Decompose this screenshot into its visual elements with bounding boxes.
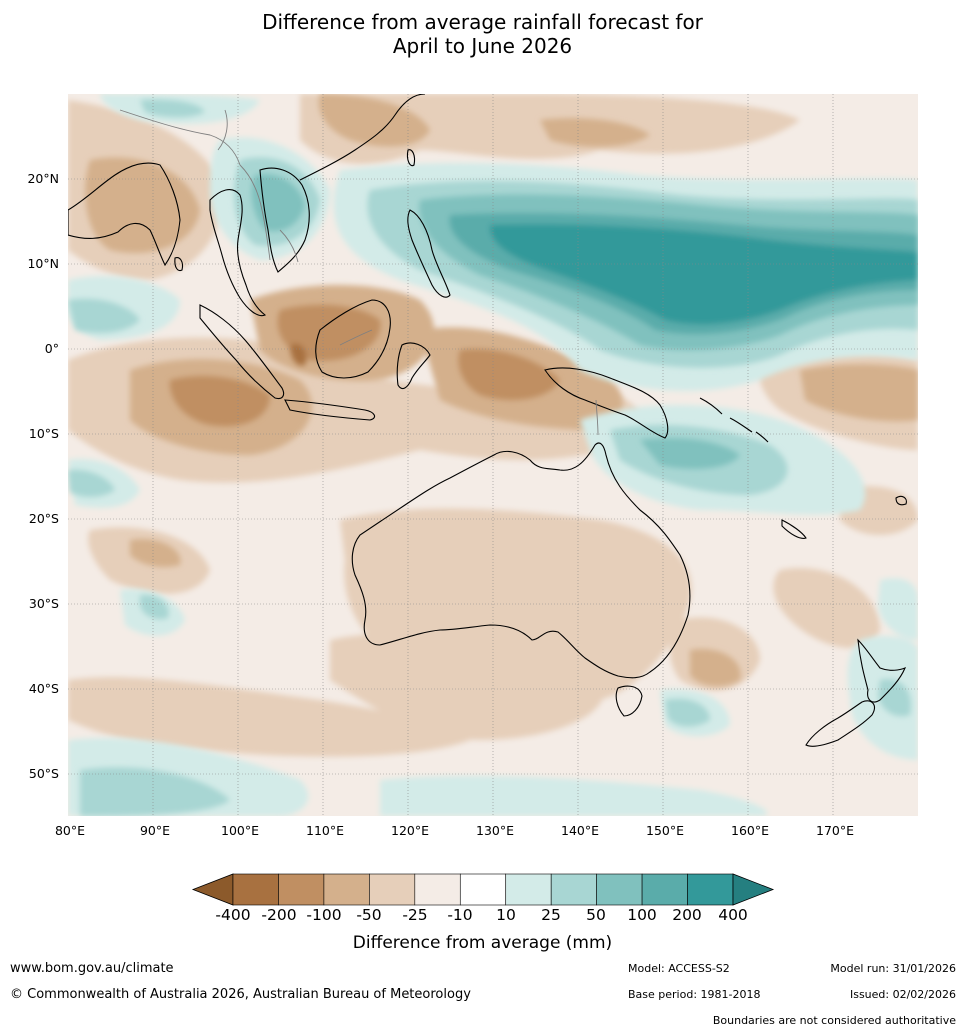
borneo-coastline: [315, 299, 391, 379]
lat-label: 20°N: [27, 171, 59, 186]
map-title: Difference from average rainfall forecas…: [0, 10, 965, 58]
copyright-text: © Commonwealth of Australia 2026, Austra…: [10, 987, 471, 1002]
wet-core-regions: [251, 174, 918, 469]
lat-label: 40°S: [28, 681, 59, 696]
fiji-coastline: [895, 495, 907, 506]
lon-label: 170°E: [815, 823, 855, 838]
lon-label: 140°E: [560, 823, 600, 838]
legend-tick: 100: [627, 906, 657, 924]
australia-coastline: [351, 442, 691, 679]
legend-tick: 50: [586, 906, 606, 924]
legend-tick: -10: [447, 906, 473, 924]
java-coastline: [284, 399, 376, 421]
lat-label: 10°S: [28, 426, 59, 441]
lon-label: 160°E: [730, 823, 770, 838]
model-name: Model: ACCESS-S2: [628, 962, 730, 975]
legend-tick: -50: [356, 906, 382, 924]
rainfall-anomaly-field: [68, 94, 918, 816]
taiwan-coastline: [406, 149, 416, 167]
lon-label: 110°E: [305, 823, 345, 838]
map-title-line2: April to June 2026: [392, 34, 573, 58]
solomon-islands-coastline: [699, 397, 769, 443]
new-zealand-north-coastline: [857, 638, 907, 703]
lat-label: 0°: [44, 341, 59, 356]
legend-tick: -100: [306, 906, 342, 924]
legend-tick: -400: [215, 906, 251, 924]
lon-label: 150°E: [645, 823, 685, 838]
new-caledonia-coastline: [781, 519, 807, 539]
lat-label: 10°N: [27, 256, 59, 271]
legend-tick: 400: [718, 906, 748, 924]
issued-date: Issued: 02/02/2026: [849, 988, 956, 1001]
china-coastline: [299, 94, 426, 181]
sri-lanka-coastline: [174, 257, 184, 272]
model-run-date: Model run: 31/01/2026: [830, 962, 956, 975]
tasmania-coastline: [615, 685, 643, 717]
new-zealand-south-coastline: [805, 700, 875, 747]
legend-tick: -25: [402, 906, 428, 924]
lon-label: 90°E: [139, 823, 171, 838]
sulawesi-coastline: [396, 342, 431, 390]
se-asia-coastline: [209, 167, 310, 317]
legend-title: Difference from average (mm): [352, 933, 613, 953]
lon-label: 100°E: [220, 823, 260, 838]
coastlines: [68, 94, 907, 747]
philippines-coastline: [407, 209, 451, 298]
lon-label: 120°E: [390, 823, 430, 838]
india-coastline: [68, 162, 181, 267]
map-title-line1: Difference from average rainfall forecas…: [262, 10, 703, 34]
boundary-disclaimer: Boundaries are not considered authoritat…: [712, 1014, 956, 1027]
country-borders: [119, 109, 599, 436]
lat-label: 30°S: [28, 596, 59, 611]
legend-tick: 200: [672, 906, 702, 924]
website-link[interactable]: www.bom.gov.au/climate: [10, 961, 174, 976]
lat-label: 50°S: [28, 766, 59, 781]
lon-label: 80°E: [54, 823, 86, 838]
lon-label: 130°E: [475, 823, 515, 838]
lat-label: 20°S: [28, 511, 59, 526]
sumatra-coastline: [199, 304, 285, 400]
base-period: Base period: 1981-2018: [628, 988, 761, 1001]
new-guinea-coastline: [544, 367, 669, 439]
legend-tick: -200: [261, 906, 297, 924]
legend-tick: 10: [496, 906, 516, 924]
legend-tick: 25: [541, 906, 561, 924]
